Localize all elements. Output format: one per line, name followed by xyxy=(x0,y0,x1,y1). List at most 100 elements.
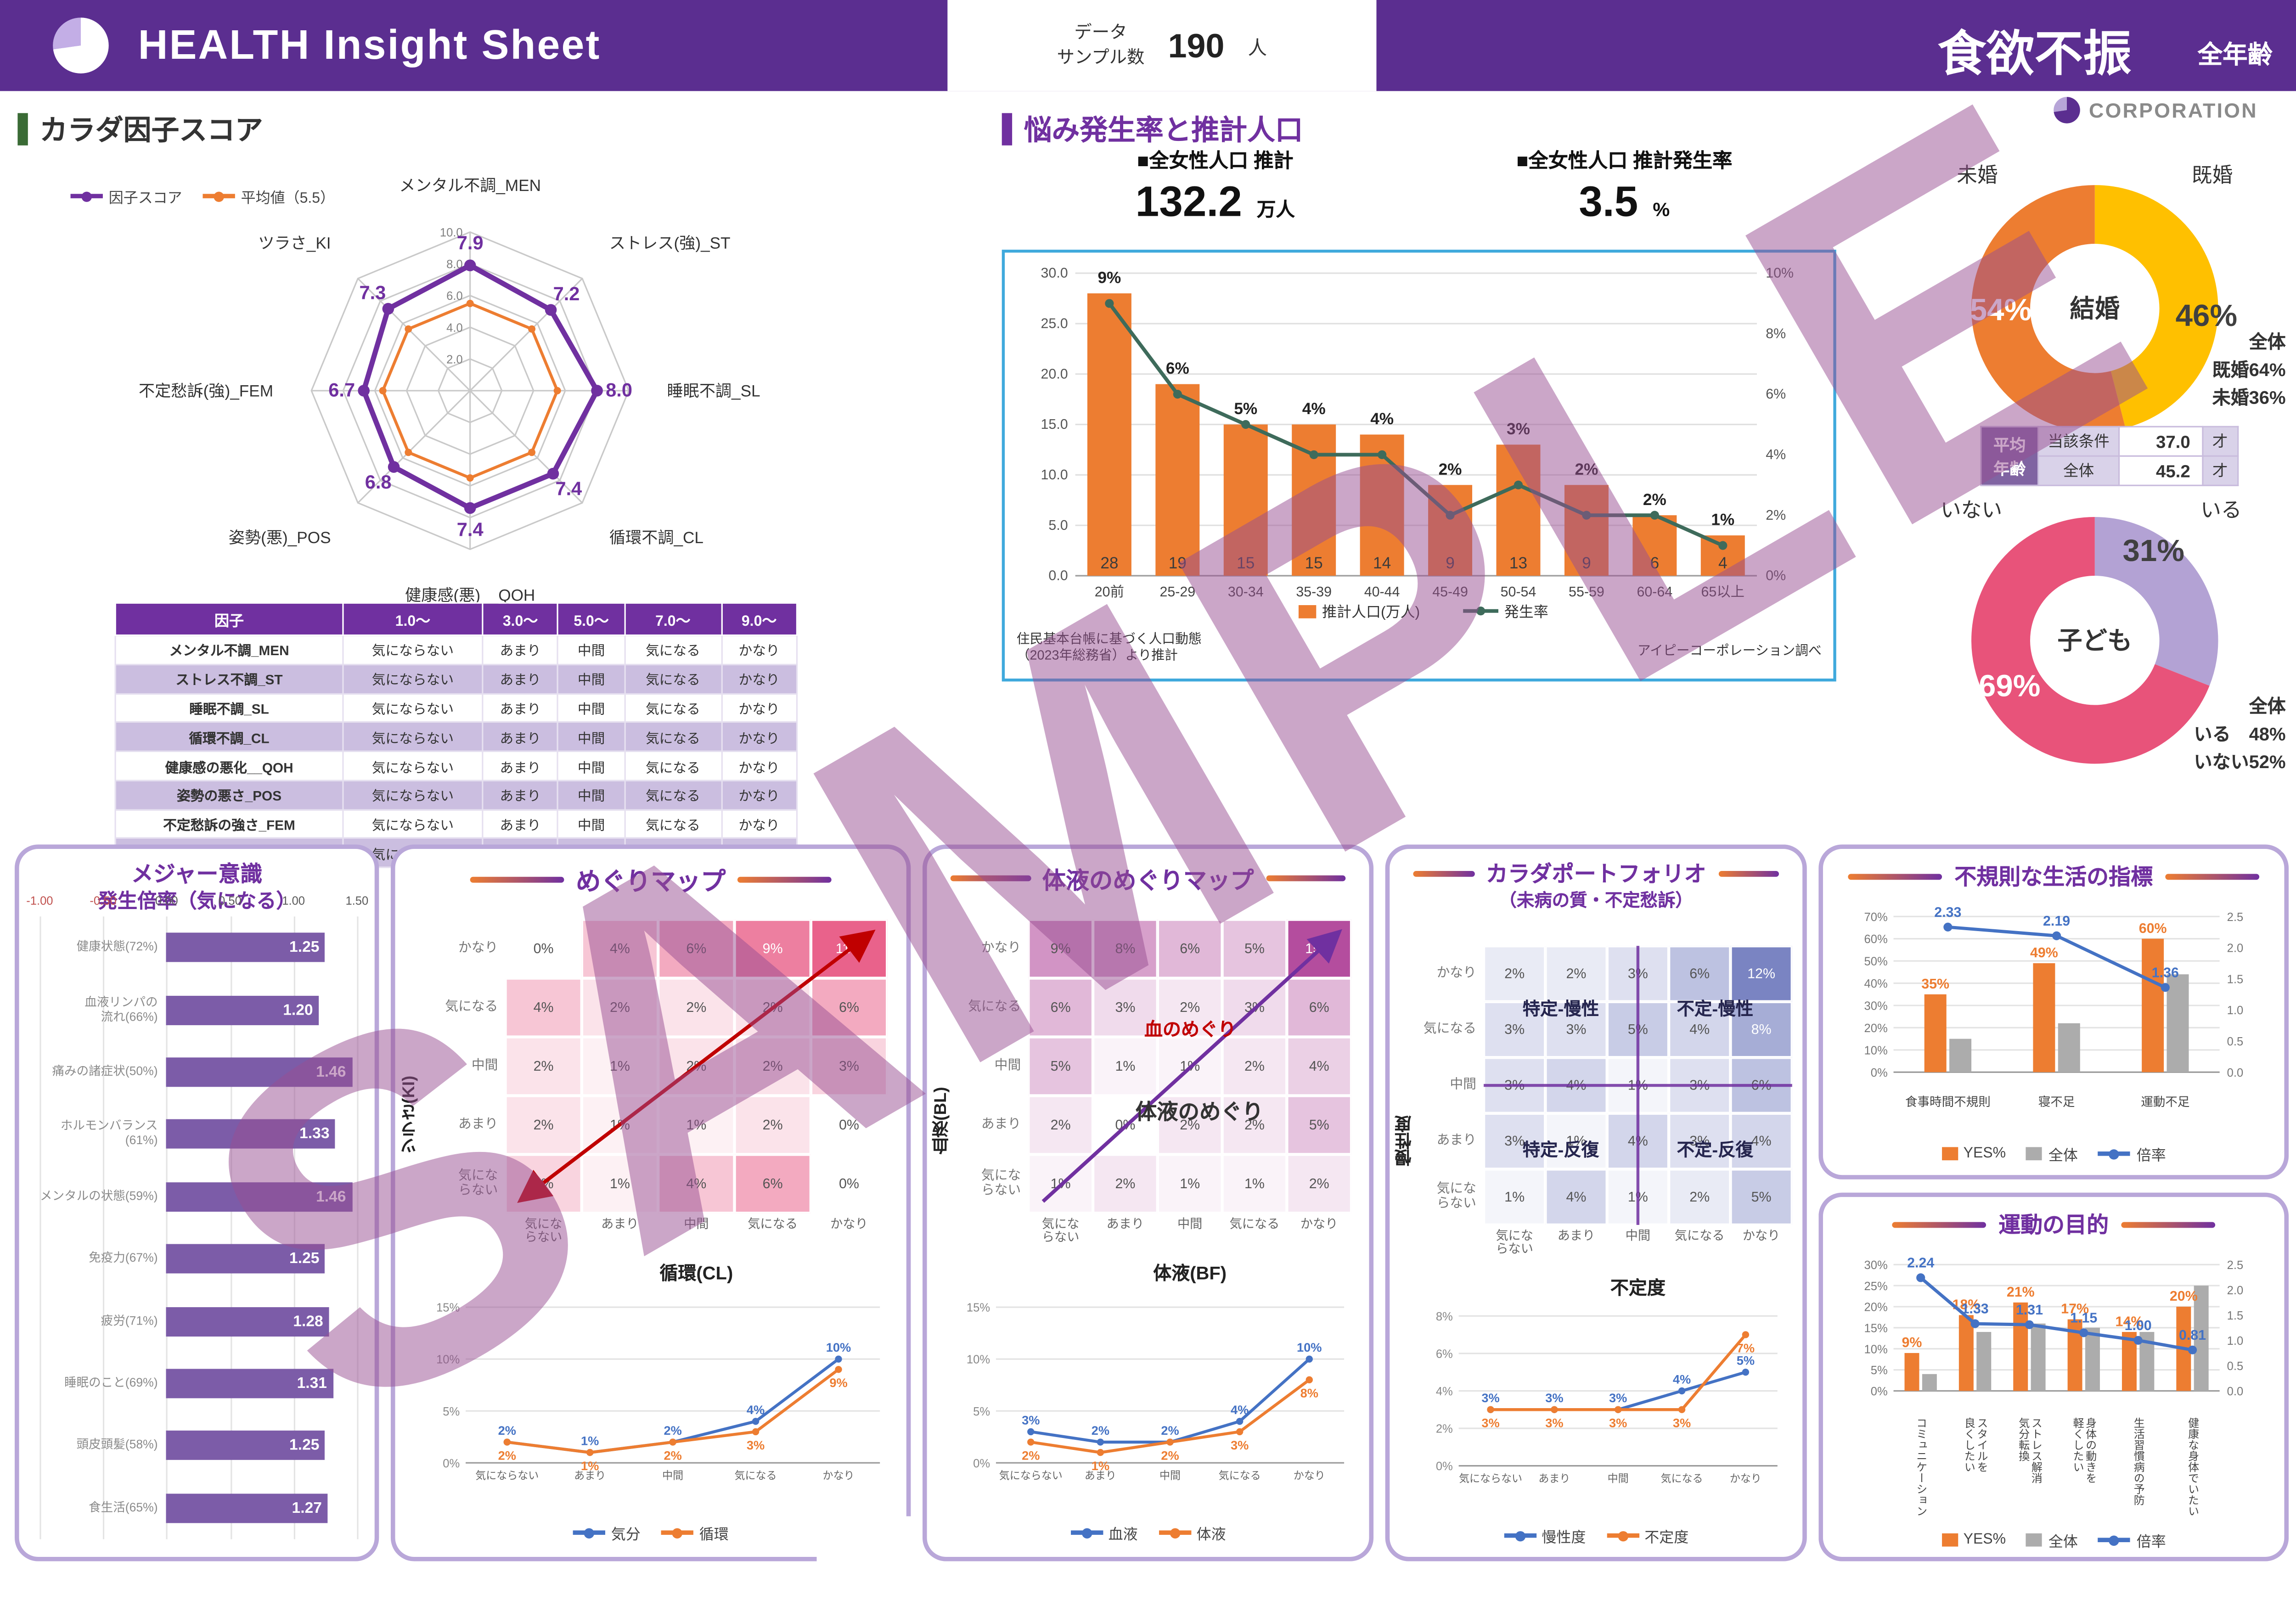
svg-text:7%: 7% xyxy=(1737,1341,1755,1355)
axis-tick-label: 0.50 xyxy=(219,894,242,908)
svg-text:アイピーコーポレーション調べ: アイピーコーポレーション調べ xyxy=(1638,644,1822,658)
category-label: コミュニケーション xyxy=(1894,1417,1948,1520)
category-label: 痛みの諸症状(50%) xyxy=(26,1065,167,1079)
ip-logo-icon xyxy=(2054,97,2080,124)
svg-text:0%: 0% xyxy=(443,1457,460,1470)
svg-text:8%: 8% xyxy=(1436,1310,1453,1323)
bar-row: 血液リンパの 流れ(66%) 1.20 xyxy=(39,979,357,1041)
svg-text:9: 9 xyxy=(1446,554,1455,572)
legend-label: 全体 xyxy=(2048,1143,2078,1165)
scale-cell: 気になる xyxy=(625,752,721,781)
scale-cell: 気になる xyxy=(625,693,721,722)
svg-text:1%: 1% xyxy=(581,1459,599,1473)
svg-text:35%: 35% xyxy=(1921,976,1949,992)
svg-text:姿勢(悪)_POS: 姿勢(悪)_POS xyxy=(229,529,331,547)
table-row: メンタル不調_MEN 気にならない あまり 中間 気になる かなり xyxy=(115,635,797,664)
svg-text:中間: 中間 xyxy=(1159,1469,1181,1481)
legend-label: 体液 xyxy=(1197,1522,1226,1544)
svg-text:6.0: 6.0 xyxy=(446,290,463,303)
legend-square-swatch xyxy=(2026,1533,2043,1547)
row-label: 気にな らない xyxy=(952,1154,1028,1213)
category-labels: コミュニケーション スタイルを 良くしたい ストレス解消 気分転換 身体の動きを 軽く… xyxy=(1894,1417,2220,1520)
stat-label: ■全女性人口 推計 xyxy=(1011,144,1420,174)
quadrant-label: 不定-慢性 xyxy=(1638,996,1792,1021)
legend-square-swatch xyxy=(1941,1533,1958,1547)
svg-text:13: 13 xyxy=(1509,554,1527,572)
svg-text:21%: 21% xyxy=(2007,1284,2035,1300)
svg-text:2.0: 2.0 xyxy=(2227,942,2244,955)
title-line xyxy=(2121,1221,2215,1227)
svg-text:2.0: 2.0 xyxy=(2227,1284,2244,1297)
scale-cell: 中間 xyxy=(558,752,625,781)
svg-text:0.81: 0.81 xyxy=(2179,1327,2206,1343)
table-header-cell: 5.0～ xyxy=(558,603,625,635)
portfolio-line-chart: 0%2%4%6%8%気にならない あまり 中間 気になる かなり3% 3% 3%4%5%3%… xyxy=(1406,1301,1795,1518)
svg-text:かなり: かなり xyxy=(822,1469,854,1481)
row-label: あまり xyxy=(952,1095,1028,1154)
age-table-all-value: 45.2 xyxy=(2119,456,2203,485)
svg-text:2%: 2% xyxy=(1439,461,1462,478)
scale-cell: あまり xyxy=(483,664,558,693)
svg-text:1.0: 1.0 xyxy=(2227,1335,2244,1348)
svg-text:30%: 30% xyxy=(1864,1000,1888,1013)
scale-cell: 気にならない xyxy=(343,809,483,838)
svg-text:2%: 2% xyxy=(1766,507,1786,523)
category-label: 免疫力(67%) xyxy=(26,1252,167,1266)
x-axis-title: 循環(CL) xyxy=(505,1257,887,1285)
svg-text:結婚: 結婚 xyxy=(2070,295,2120,323)
row-label: 中間 xyxy=(423,1037,505,1095)
svg-text:6: 6 xyxy=(1650,554,1660,572)
scale-cell: あまり xyxy=(483,781,558,809)
svg-text:10%: 10% xyxy=(1864,1343,1888,1356)
category-label: 寝不足 xyxy=(2002,1095,2111,1109)
category-label: 食事時間不規則 xyxy=(1894,1095,2003,1109)
svg-text:2.5: 2.5 xyxy=(2227,1259,2244,1272)
axis-tick-label: -1.00 xyxy=(26,894,53,908)
scale-cell: あまり xyxy=(483,752,558,781)
scale-cell: 中間 xyxy=(558,781,625,809)
svg-text:0.0: 0.0 xyxy=(2227,1385,2244,1398)
irregular-combo-chart: 0% 10% 20% 30% 40% 50% 60% 70% 0.0 0.5 1.0 1.5 2.0 2.… xyxy=(1835,899,2281,1093)
footer-contact: ■本資料のご質問・お問い合わせは株式会社アイピーコーポレーションまで／06-69… xyxy=(0,1580,1413,1623)
svg-text:1%: 1% xyxy=(581,1434,599,1448)
svg-text:1.5: 1.5 xyxy=(2227,1309,2244,1322)
scale-cell: 中間 xyxy=(558,635,625,664)
scale-cell: かなり xyxy=(721,752,797,781)
svg-text:0.5: 0.5 xyxy=(2227,1360,2244,1373)
svg-text:0%: 0% xyxy=(1436,1460,1453,1473)
svg-text:2%: 2% xyxy=(1161,1423,1179,1438)
panel-body-portfolio: カラダポートフォリオ （未病の質・不定愁訴） かなり2%2%3%6%12%気にな… xyxy=(1385,844,1807,1561)
quadrant-label: 不定-反復 xyxy=(1638,1137,1792,1162)
average-age-table: 平均 年齢 当該条件 37.0 才 全体 45.2 才 xyxy=(1980,426,2238,486)
svg-text:中間: 中間 xyxy=(1608,1472,1629,1484)
svg-text:2%: 2% xyxy=(664,1448,681,1462)
category-label: 血液リンパの 流れ(66%) xyxy=(26,995,167,1025)
svg-text:50%: 50% xyxy=(1864,955,1888,968)
scale-cell: 中間 xyxy=(558,809,625,838)
category-label: 健康な身体でいたい xyxy=(2165,1417,2219,1520)
legend-item: 血液 xyxy=(1070,1522,1137,1544)
bar-value-label: 1.28 xyxy=(293,1313,323,1330)
svg-text:8%: 8% xyxy=(1300,1386,1318,1400)
age-table-header: 平均 年齢 xyxy=(1981,427,2038,485)
svg-text:20前: 20前 xyxy=(1095,584,1124,600)
meguri-line-chart: 0%5%10%15%気にならない あまり 中間 気になる かなり2%1%2%4%10%2… xyxy=(413,1292,898,1516)
legend-line-swatch xyxy=(2099,1538,2131,1542)
legend-item: 慢性度 xyxy=(1503,1525,1586,1547)
svg-text:20.0: 20.0 xyxy=(1041,366,1068,382)
exercise-combo-chart: 0% 5% 10% 15% 20% 25% 30% 0.0 0.5 1.0 1.5 2.0 2.5 9% 1… xyxy=(1835,1247,2281,1411)
panel-title: めぐりマップ xyxy=(576,861,726,898)
sample-count-unit: 人 xyxy=(1248,32,1267,60)
svg-text:4.0: 4.0 xyxy=(446,321,463,334)
svg-text:1.5: 1.5 xyxy=(2227,973,2244,986)
irregular-legend: YES% 全体 倍率 xyxy=(1823,1143,2284,1165)
bar-row: 疲労(71%) 1.28 xyxy=(39,1290,357,1353)
svg-text:1.00: 1.00 xyxy=(2125,1318,2152,1333)
svg-text:28: 28 xyxy=(1100,554,1118,572)
bar-value-label: 1.25 xyxy=(289,1437,319,1455)
svg-text:3%: 3% xyxy=(1507,420,1530,438)
stat-value: 3.5 xyxy=(1579,179,1638,228)
row-label: 気になる xyxy=(952,978,1028,1037)
svg-text:発生率: 発生率 xyxy=(1504,604,1548,620)
svg-text:25-29: 25-29 xyxy=(1159,584,1195,600)
